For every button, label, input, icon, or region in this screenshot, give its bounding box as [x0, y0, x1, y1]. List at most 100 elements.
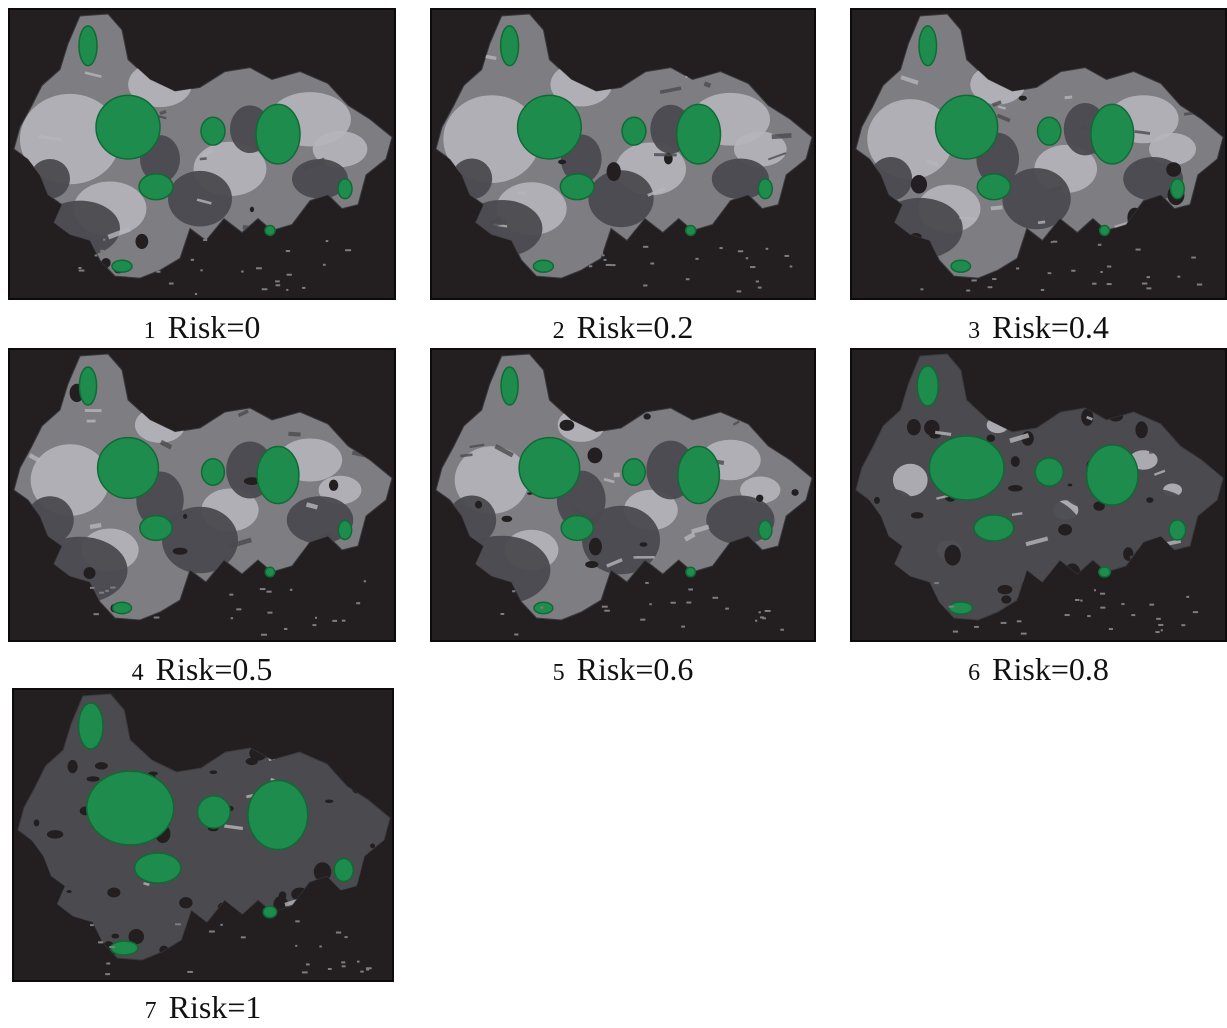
edge-speck	[360, 970, 364, 973]
dark-gray-patch	[877, 197, 963, 260]
fragment-gap	[1135, 421, 1148, 439]
landcover-streak	[302, 157, 326, 171]
landcover-streak	[199, 157, 207, 161]
edge-speck	[971, 279, 977, 282]
fragment-gap	[291, 887, 309, 901]
map-panel-6	[850, 348, 1227, 642]
fragment-gap	[1108, 411, 1124, 422]
dark-gray-patch	[869, 156, 913, 201]
edge-speck	[1135, 248, 1141, 251]
landcover-streak	[246, 793, 254, 799]
edge-speck	[695, 257, 699, 260]
green-patch	[78, 25, 98, 67]
landcover-streak	[89, 522, 102, 530]
light-gray-patch	[318, 475, 362, 505]
landcover-streak	[990, 501, 1000, 510]
edge-speck	[588, 265, 593, 268]
green-patch	[1169, 178, 1185, 200]
edge-speck	[322, 263, 326, 266]
edge-speck	[762, 617, 767, 620]
landcover-streak	[34, 415, 47, 423]
light-gray-patch	[134, 407, 186, 443]
landcover-streak	[202, 148, 214, 157]
edge-speck	[1131, 614, 1136, 617]
edge-speck	[1158, 623, 1164, 626]
fragment-gap	[585, 561, 599, 569]
green-patch	[684, 224, 697, 237]
edge-speck	[327, 967, 332, 970]
edge-speck	[1094, 589, 1097, 592]
fragment-gap	[1064, 563, 1081, 586]
edge-speck	[1050, 241, 1053, 244]
fragment-gap	[1008, 485, 1023, 492]
edge-speck	[601, 605, 608, 608]
edge-speck	[153, 616, 160, 619]
edge-speck	[241, 270, 244, 273]
landcover-streak	[107, 226, 131, 240]
green-patch	[256, 445, 300, 505]
panel-label-1: Risk=0	[167, 309, 261, 345]
dark-gray-patch	[447, 495, 497, 545]
edge-speck	[719, 247, 723, 250]
edge-speck	[344, 936, 348, 939]
panel-caption-4: 4 Risk=0.5	[8, 652, 396, 690]
edge-speck	[341, 619, 346, 622]
map-panel-7	[12, 688, 394, 982]
fragment-gap	[173, 953, 180, 960]
landcover-streak	[633, 556, 655, 559]
landcover-streak	[1114, 221, 1131, 229]
edge-speck	[765, 247, 769, 250]
landcover-streak	[959, 216, 976, 220]
fragment-gap	[1018, 95, 1027, 101]
dark-gray-patch	[162, 506, 238, 574]
panel-number-4: 4	[131, 660, 144, 686]
edge-speck	[514, 633, 519, 636]
fragment-gap	[101, 257, 111, 268]
edge-speck	[643, 245, 649, 248]
green-patch	[95, 94, 161, 160]
green-patch	[264, 224, 276, 237]
edge-speck	[1106, 283, 1112, 286]
fragment-gap	[278, 891, 287, 900]
edge-speck	[650, 262, 655, 265]
landcover-streak	[996, 113, 1011, 123]
fragment-gap	[1166, 162, 1182, 177]
fragment-gap	[1067, 483, 1073, 487]
panel-label-7: Risk=1	[168, 989, 262, 1025]
landcover-streak	[197, 741, 217, 747]
edge-speck	[156, 270, 161, 273]
map-svg	[13, 13, 393, 296]
landcover-streak	[246, 237, 255, 241]
landcover-streak	[297, 587, 306, 592]
fragment-gap	[606, 162, 621, 182]
edge-speck	[168, 282, 174, 285]
edge-speck	[78, 269, 85, 272]
green-patch	[918, 25, 938, 67]
edge-speck	[681, 625, 685, 628]
landcover-streak	[1025, 536, 1049, 547]
panel-label-4: Risk=0.5	[155, 651, 273, 687]
edge-speck	[208, 930, 215, 933]
fragment-gap	[135, 233, 149, 250]
edge-speck	[500, 613, 505, 616]
landcover-streak	[749, 73, 761, 81]
fragment-gap	[1156, 64, 1169, 80]
map-panel-3	[850, 8, 1227, 300]
fragment-gap	[1016, 69, 1031, 84]
edge-speck	[934, 582, 939, 585]
map-svg	[855, 13, 1224, 292]
green-patch	[621, 457, 647, 487]
panel-caption-3: 3 Risk=0.4	[850, 310, 1227, 348]
dark-gray-patch	[452, 535, 551, 605]
edge-speck	[306, 963, 310, 966]
fragment-gap	[128, 929, 145, 945]
edge-speck	[649, 603, 652, 606]
edge-speck	[1156, 617, 1161, 620]
landcover-streak	[86, 419, 96, 423]
edge-speck	[356, 960, 360, 963]
fragment-gap	[86, 776, 100, 782]
fragment-gap	[558, 159, 567, 165]
fragment-gap	[107, 887, 121, 898]
panel-number-2: 2	[552, 318, 565, 344]
landcover-streak	[900, 75, 919, 85]
